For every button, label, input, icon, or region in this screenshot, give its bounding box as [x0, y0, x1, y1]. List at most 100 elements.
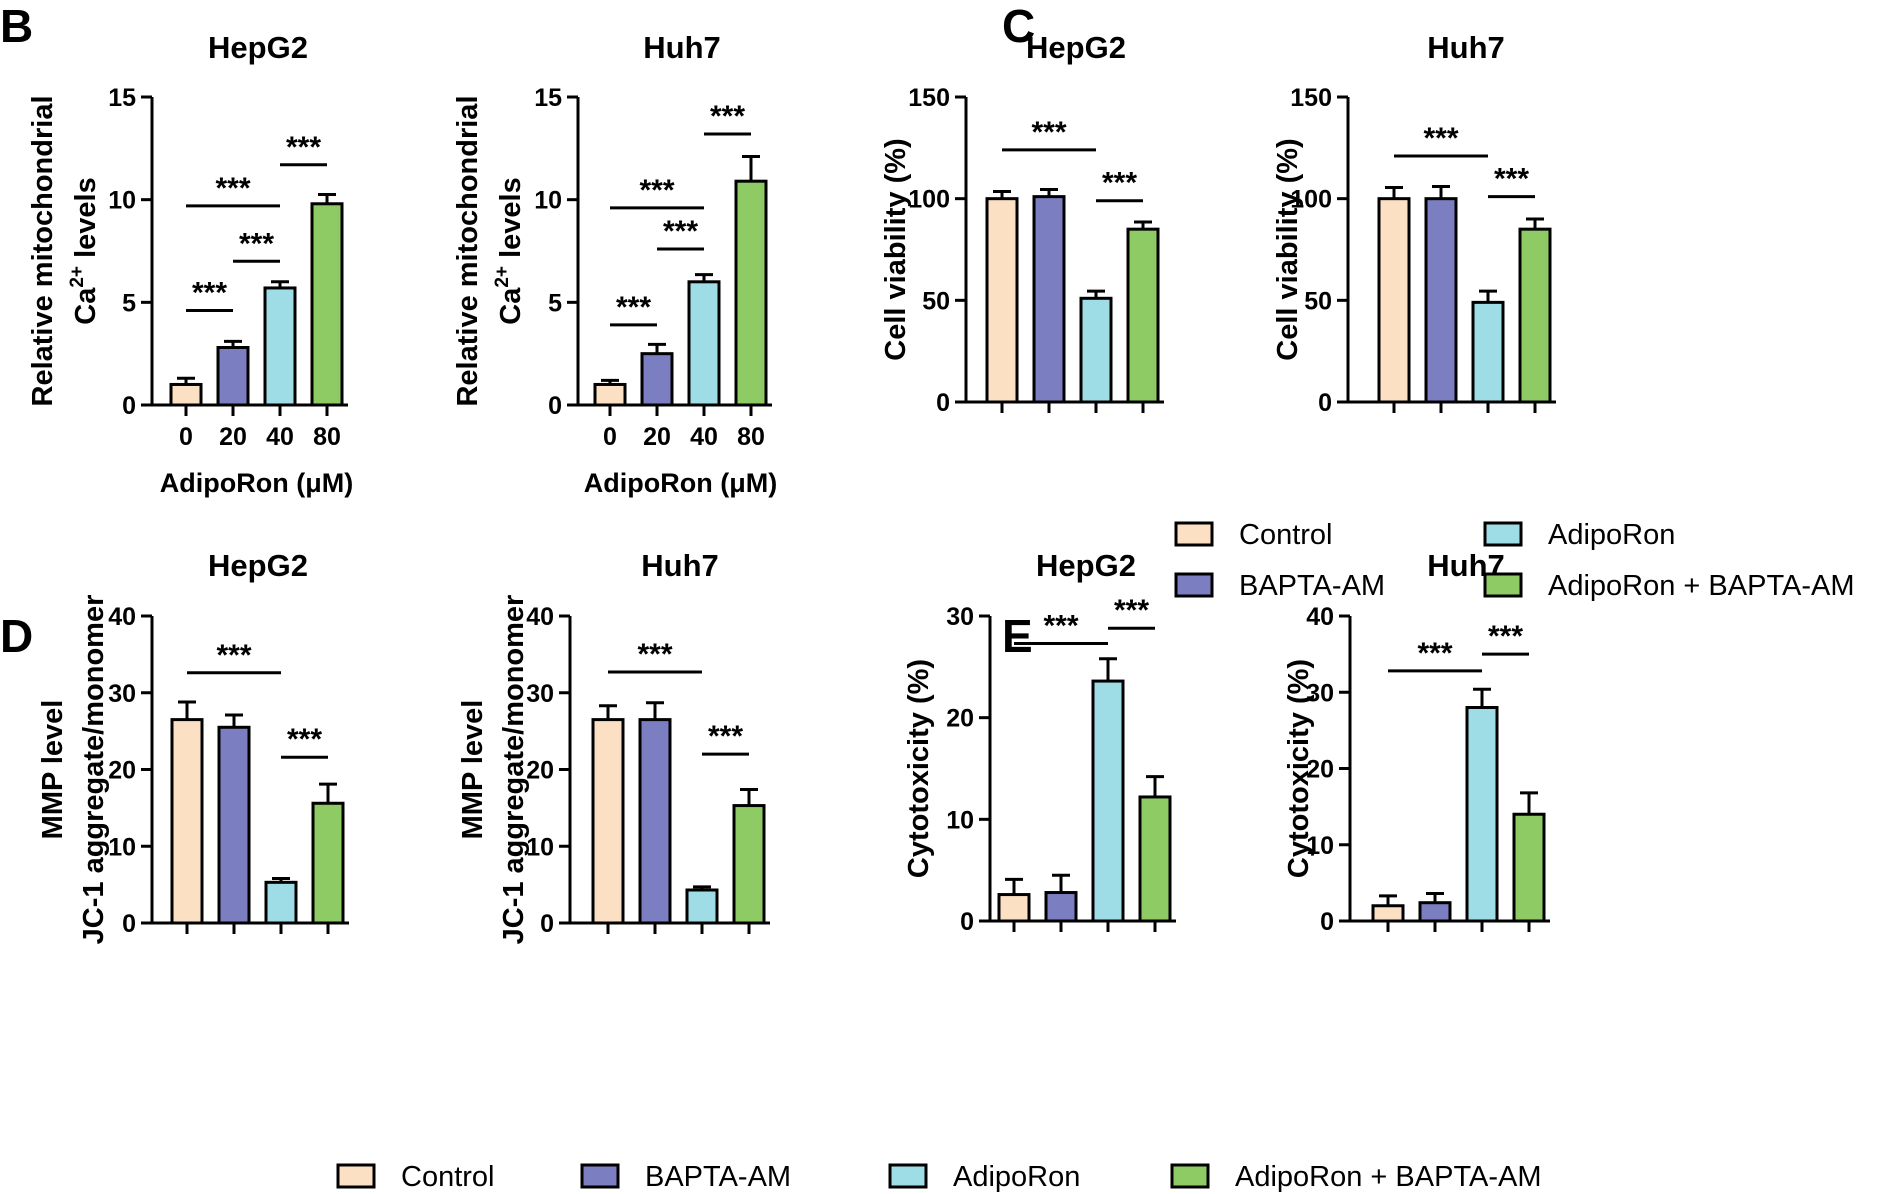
legend-swatch — [1483, 572, 1523, 598]
significance-label: *** — [1423, 122, 1458, 155]
significance-label: *** — [1031, 116, 1066, 149]
legend-item: Control — [336, 1161, 495, 1193]
y-axis-label: Cytotoxicity (%) — [1283, 659, 1315, 878]
y-axis-label: Cytotoxicity (%) — [903, 659, 935, 878]
legend-label: Control — [1239, 519, 1333, 551]
significance-label: *** — [239, 227, 274, 260]
y-tick-label: 150 — [1290, 84, 1332, 112]
panel-letter-d: D — [0, 610, 33, 662]
bar-bapta-am — [1032, 195, 1066, 404]
chart-c-huh7: Huh7 0 50 100 150 Cell viability (%) *** *** — [1272, 30, 1556, 417]
bar-adiporon — [1079, 296, 1113, 404]
y-tick-label: 0 — [1320, 908, 1334, 936]
bar-bapta-am — [217, 725, 251, 925]
y-tick-label: 5 — [122, 289, 136, 317]
bar-bapta-am — [638, 718, 672, 925]
y-tick-label: 30 — [946, 603, 974, 631]
y-tick-label: 40 — [526, 603, 554, 631]
y-tick-label: 0 — [122, 910, 136, 938]
significance-label: *** — [216, 639, 251, 672]
charts-layer: HepG2 0 5 10 150 20 40 80 AdipoRon (μM) Relative … — [27, 30, 1556, 944]
significance-label: *** — [708, 720, 743, 753]
legend-swatch — [1174, 572, 1214, 598]
y-tick-label: 100 — [908, 186, 950, 214]
legend-swatch — [580, 1163, 620, 1189]
y-label-part: Ca — [70, 287, 102, 325]
panel-letter-c: C — [1002, 0, 1035, 52]
legend-swatch — [888, 1163, 928, 1189]
bar-control — [593, 382, 627, 407]
x-tick-label: 0 — [179, 423, 193, 451]
y-label-part: levels — [70, 177, 102, 266]
legends-layer: Control AdipoRon BAPTA-AM AdipoRon + BAPTA-… — [336, 519, 1855, 1193]
bar-adiporon — [685, 888, 719, 925]
y-tick-label: 10 — [108, 187, 136, 215]
significance-label: *** — [286, 131, 321, 164]
panel-letter-b: B — [0, 0, 33, 52]
y-tick-label: 10 — [108, 833, 136, 861]
y-tick-label: 0 — [540, 910, 554, 938]
significance-label: *** — [616, 291, 651, 324]
bar-adiporon-bapta-am — [1512, 812, 1546, 923]
bar-bapta-am — [1044, 891, 1078, 923]
bar-adiporon-bapta-am — [734, 179, 768, 407]
y-axis-label: Cell viability (%) — [1272, 138, 1304, 360]
y-tick-label: 5 — [548, 289, 562, 317]
y-tick-label: 0 — [960, 908, 974, 936]
chart-b-huh7: Huh7 0 5 10 15 0 20 40 80 AdipoRon (μM) Relative m… — [452, 30, 777, 498]
significance-label: *** — [287, 723, 322, 756]
y-tick-label: 50 — [922, 287, 950, 315]
x-tick-label: 40 — [690, 423, 718, 451]
y-tick-label: 40 — [108, 603, 136, 631]
y-tick-label: 20 — [1306, 756, 1334, 784]
x-tick-label: 20 — [219, 423, 247, 451]
y-axis-label-line1: Relative mitochondrial — [452, 95, 484, 406]
bar-adiporon — [263, 286, 297, 407]
bar-adiporon-bapta-am — [732, 804, 766, 925]
y-tick-label: 0 — [936, 389, 950, 417]
y-tick-label: 0 — [1318, 389, 1332, 417]
y-axis-label-line1: MMP level — [457, 700, 489, 840]
y-label-superscript: 2+ — [67, 266, 88, 288]
y-axis-label-line1: MMP level — [37, 700, 69, 840]
legend-item: Control — [1174, 519, 1333, 551]
significance-label: *** — [639, 174, 674, 207]
legend-label: AdipoRon — [1548, 519, 1675, 551]
y-axis-label-line2: Ca2+ levels — [492, 177, 527, 324]
chart-title: Huh7 — [643, 30, 721, 65]
chart-title: HepG2 — [1026, 30, 1126, 65]
bar-adiporon — [1471, 300, 1505, 404]
y-tick-label: 20 — [526, 757, 554, 785]
x-axis-label: AdipoRon (μM) — [160, 468, 353, 498]
chart-title: Huh7 — [641, 548, 719, 583]
legend-item: AdipoRon — [888, 1161, 1080, 1193]
y-tick-label: 10 — [1306, 832, 1334, 860]
legend-item: AdipoRon — [1483, 519, 1675, 551]
y-axis-label: Cell viability (%) — [880, 138, 912, 360]
y-axis-label-line1: Relative mitochondrial — [27, 95, 59, 406]
y-tick-label: 10 — [946, 806, 974, 834]
bar-adiporon — [1465, 706, 1499, 923]
legend-item: AdipoRon + BAPTA-AM — [1170, 1161, 1542, 1193]
chart-d-huh7: Huh7 0 10 20 30 40 MMP level JC-1 aggregate/mon… — [457, 548, 770, 944]
y-tick-label: 0 — [122, 392, 136, 420]
bar-adiporon — [264, 880, 298, 925]
significance-label: *** — [192, 277, 227, 310]
chart-d-hepg2: HepG2 0 10 20 30 40 MMP level JC-1 aggregate/mo… — [37, 548, 349, 944]
legend-swatch — [336, 1163, 376, 1189]
bar-adiporon-bapta-am — [311, 801, 345, 925]
y-axis-label-line2: Ca2+ levels — [67, 177, 102, 324]
legend-label: BAPTA-AM — [645, 1161, 791, 1193]
bar-control — [169, 382, 203, 407]
bar-adiporon-bapta-am — [1518, 227, 1552, 404]
legend-swatch — [1483, 521, 1523, 547]
x-tick-label: 80 — [313, 423, 341, 451]
y-axis-label-line2: JC-1 aggregate/monomer — [78, 595, 110, 945]
legend-label: AdipoRon + BAPTA-AM — [1548, 570, 1855, 602]
y-tick-label: 20 — [108, 757, 136, 785]
bar-control — [1377, 197, 1411, 404]
legend-label: AdipoRon — [953, 1161, 1080, 1193]
y-tick-label: 100 — [1290, 186, 1332, 214]
